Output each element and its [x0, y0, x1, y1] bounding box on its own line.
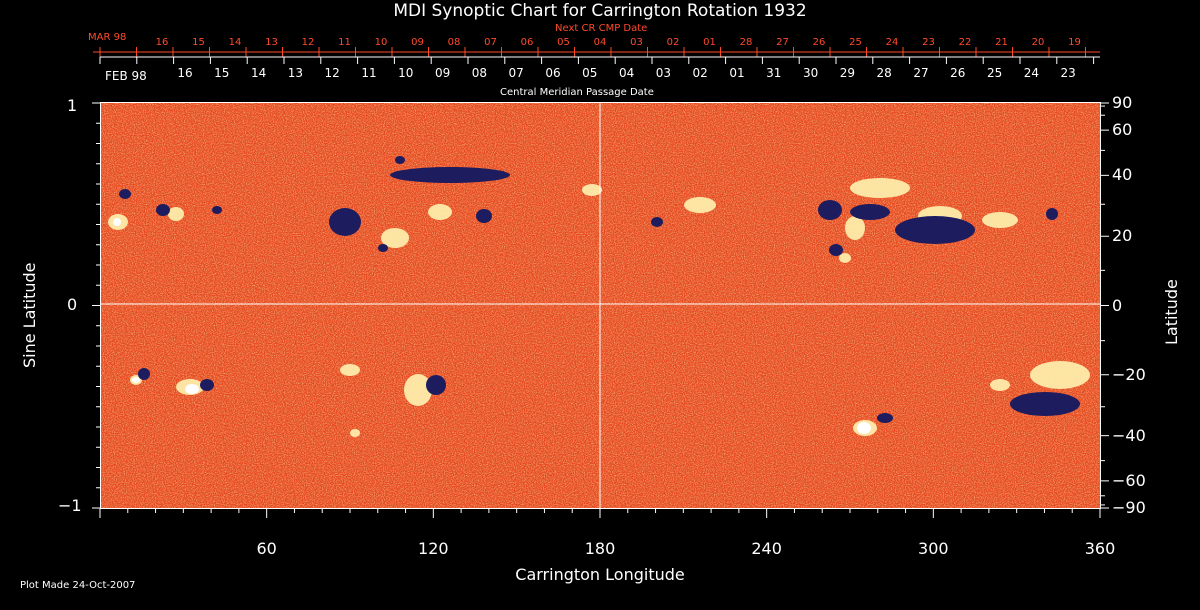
cmp-day-label: 26	[950, 66, 966, 80]
next-cr-day-label: 23	[922, 37, 935, 48]
latitude-tick-label: −60	[1112, 470, 1146, 490]
next-cr-day-label: 12	[301, 37, 315, 48]
active-region-patches	[108, 156, 1090, 437]
left-tick-top: 1	[67, 96, 78, 115]
map-image	[101, 103, 1100, 508]
cmp-day-label: 15	[214, 66, 230, 80]
cmp-day-label: 24	[1023, 66, 1040, 80]
next-cr-day-label: 03	[630, 37, 643, 48]
longitude-tick-label: 300	[918, 539, 949, 558]
latitude-tick-label: 60	[1112, 120, 1133, 140]
next-cr-day-label: 26	[812, 37, 826, 48]
longitude-tick-label: 180	[584, 539, 616, 558]
cmp-day-label: 14	[250, 66, 267, 80]
latitude-tick-label: −90	[1112, 498, 1146, 517]
cmp-day-label: 16	[177, 66, 193, 80]
map-crosshair	[101, 103, 1100, 508]
cmp-day-label: 05	[582, 66, 598, 80]
next-cr-day-label: 15	[192, 37, 205, 48]
left-tick-zero: 0	[67, 295, 78, 314]
next-cr-day-label: 13	[265, 37, 278, 48]
next-cr-day-label: 24	[885, 37, 899, 48]
next-cr-day-label: 16	[155, 37, 169, 48]
next-cr-day-label: 14	[228, 37, 242, 48]
next-cr-ticks	[93, 47, 1100, 57]
next-cr-day-label: 27	[776, 37, 789, 48]
next-cr-day-label: 09	[411, 37, 424, 48]
next-cr-day-label: 25	[849, 37, 862, 48]
next-cr-day-label: 21	[995, 37, 1008, 48]
cmp-day-label: 25	[986, 66, 1003, 80]
next-cr-day-label: 05	[557, 37, 570, 48]
cmp-day-label: 30	[802, 66, 819, 80]
next-cr-day-label: 19	[1068, 37, 1081, 48]
cmp-day-label: 01	[729, 66, 745, 80]
left-tick-bottom: −1	[58, 496, 82, 515]
plot-made-footer: Plot Made 24-Oct-2007	[20, 580, 136, 591]
cmp-day-label: 23	[1060, 66, 1076, 80]
next-cr-day-label: 20	[1031, 37, 1045, 48]
latitude-tick-label: 20	[1112, 226, 1133, 246]
cmp-day-label: 09	[434, 66, 451, 80]
cmp-month-label: FEB 98	[105, 69, 147, 83]
cmp-day-label: 13	[287, 66, 304, 80]
cmp-day-label: 28	[876, 66, 892, 80]
cmp-day-label: 07	[508, 66, 524, 80]
longitude-tick-label: 60	[256, 539, 277, 558]
latitude-tick-label: 0	[1112, 295, 1123, 315]
cmp-day-label: 02	[692, 66, 708, 80]
cmp-ticks	[99, 56, 1100, 64]
axis-ticks	[92, 102, 1109, 518]
cmp-day-label: 12	[324, 66, 340, 80]
cmp-day-label: 31	[766, 66, 782, 80]
next-cr-day-label: 07	[484, 37, 497, 48]
left-axis-label: Sine Latitude	[20, 262, 39, 368]
cmp-day-label: 10	[398, 66, 414, 80]
bottom-axis-label: Carrington Longitude	[515, 565, 685, 584]
next-cr-day-label: 01	[703, 37, 716, 48]
cmp-day-label: 03	[655, 66, 672, 80]
longitude-tick-label: 360	[1084, 539, 1116, 558]
next-cr-day-label: 02	[666, 37, 680, 48]
cmp-day-label: 11	[361, 66, 377, 80]
next-cr-day-label: 28	[739, 37, 753, 48]
latitude-tick-label: 40	[1112, 165, 1133, 185]
latitude-tick-label: 90	[1112, 93, 1133, 112]
longitude-tick-label: 240	[751, 539, 782, 558]
next-cr-day-label: 10	[374, 37, 388, 48]
cmp-day-label: 06	[545, 66, 561, 80]
next-cr-day-label: 04	[593, 37, 607, 48]
next-cr-day-label: 08	[447, 37, 461, 48]
next-cr-day-label: 06	[520, 37, 534, 48]
next-cr-cmp-label: Next CR CMP Date	[555, 23, 648, 34]
chart-title: MDI Synoptic Chart for Carrington Rotati…	[393, 1, 807, 21]
cmp-day-label: 04	[618, 66, 635, 80]
right-axis-label: Latitude	[1162, 279, 1181, 345]
longitude-tick-label: 120	[418, 539, 449, 558]
cmp-date-label: Central Meridian Passage Date	[500, 87, 654, 98]
cmp-day-label: 08	[471, 66, 488, 80]
latitude-tick-label: −20	[1112, 364, 1146, 384]
next-cr-day-label: 11	[338, 37, 351, 48]
next-cr-day-label: 22	[958, 37, 972, 48]
cmp-day-label: 29	[839, 66, 856, 80]
cmp-day-label: 27	[913, 66, 929, 80]
next-cr-month-label: MAR 98	[88, 32, 127, 43]
latitude-tick-label: −40	[1112, 425, 1146, 445]
